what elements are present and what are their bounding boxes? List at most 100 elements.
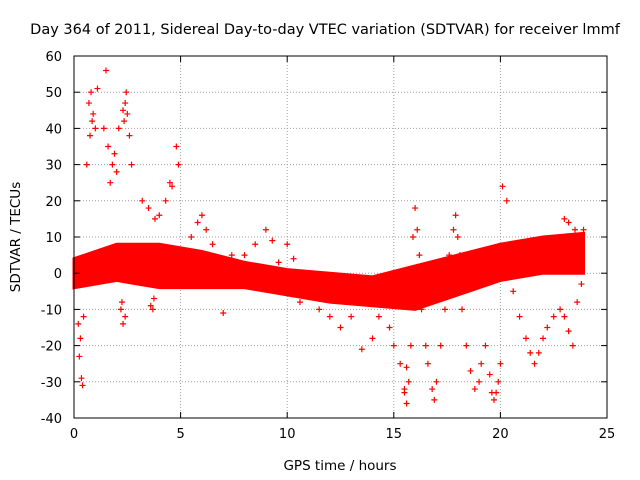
data-point [209,241,216,248]
data-point [78,375,85,382]
data-point [75,320,82,327]
data-point [565,219,572,226]
y-tick-label: 30 [45,159,62,174]
data-point [407,342,414,349]
y-tick-label: -30 [41,376,62,391]
data-point [156,212,163,219]
data-point [510,288,517,295]
data-point [348,313,355,320]
data-point [305,291,312,298]
data-point [463,342,470,349]
data-point [220,310,227,317]
data-point [76,353,83,360]
data-point [169,183,176,190]
data-point [117,306,124,313]
data-point [522,335,529,342]
data-point [561,313,568,320]
y-tick-label: 40 [45,122,62,137]
data-point [412,205,419,212]
data-point [531,360,538,367]
data-point [188,234,195,240]
data-point [296,299,303,306]
data-point [126,132,133,139]
data-point [105,143,112,150]
data-point [569,342,576,349]
y-tick-label: 10 [45,231,62,246]
data-point [418,306,425,313]
y-tick-label: -20 [41,340,62,355]
data-point [269,237,276,244]
data-point [290,255,297,262]
data-point [446,252,453,259]
data-point [493,389,500,396]
data-point [139,197,146,204]
data-point [86,132,93,139]
data-point [149,306,156,313]
data-point [452,212,459,219]
data-point [115,125,122,132]
data-point [113,168,120,175]
data-point [382,288,389,295]
data-point [102,67,109,74]
y-tick-label: 20 [45,195,62,210]
data-point [166,179,173,186]
data-point [478,360,485,367]
chart-title: Day 364 of 2011, Sidereal Day-to-day VTE… [30,22,621,38]
x-tick-label: 15 [386,427,403,442]
data-point [491,396,498,403]
data-point [535,349,542,356]
x-tick-label: 5 [176,427,184,442]
data-point [145,205,152,212]
y-tick-label: -40 [41,412,62,427]
data-point [409,234,416,240]
data-point [499,183,506,190]
y-tick-label: 60 [45,50,62,65]
data-point [118,299,125,306]
data-point [544,324,551,331]
x-tick-label: 0 [70,427,78,442]
data-point [561,215,568,222]
data-point [228,252,235,259]
data-point [527,349,534,356]
data-point [124,110,131,117]
data-point [414,226,421,233]
data-point [111,150,118,157]
x-axis-label: GPS time / hours [283,458,396,474]
data-point [194,219,201,226]
data-point [386,324,393,331]
data-points [75,67,587,407]
data-point [90,110,97,117]
data-point [429,386,436,393]
data-point [578,281,585,288]
data-point [152,215,159,222]
data-point [162,197,169,204]
data-point [122,313,129,320]
data-point [486,371,493,378]
data-point [550,241,557,248]
data-point [123,89,130,96]
data-point [476,378,483,385]
data-point [576,234,583,240]
data-point [401,389,408,396]
data-point [173,143,180,150]
data-point [128,161,135,168]
data-point [572,226,579,233]
data-point [431,396,438,403]
data-point [397,360,404,367]
data-point [540,335,547,342]
data-point [147,302,154,309]
data-point [262,226,269,233]
data-point [326,313,333,320]
x-tick-label: 20 [492,427,509,442]
x-tick-label: 25 [599,427,616,442]
data-point [316,306,323,313]
data-point [275,259,282,266]
data-point [454,234,461,240]
data-point [580,226,587,233]
data-point [122,100,129,107]
data-point [550,313,557,320]
data-point [565,328,572,335]
data-point [422,342,429,349]
data-point [198,212,205,219]
